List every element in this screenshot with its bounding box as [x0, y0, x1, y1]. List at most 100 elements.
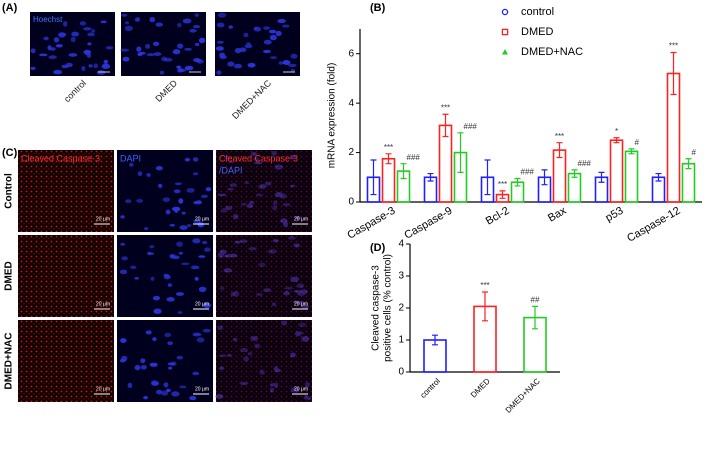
- error-bar: [499, 190, 506, 199]
- legend-marker: [501, 8, 509, 16]
- significance: ###: [578, 159, 592, 168]
- nucleus: [83, 27, 92, 31]
- nucleus: [146, 173, 151, 177]
- nucleus: [100, 20, 107, 24]
- nucleus: [283, 60, 289, 65]
- error-bar: [370, 159, 377, 196]
- nucleus: [179, 225, 188, 230]
- nucleus: [96, 70, 106, 76]
- significance: *: [615, 127, 618, 136]
- nucleus: [189, 28, 197, 33]
- nucleus: [164, 332, 172, 338]
- group-label: DMED+NAC: [230, 78, 273, 121]
- nucleus: [270, 56, 277, 60]
- nucleus: [174, 182, 182, 186]
- nucleus: [119, 269, 128, 275]
- nucleus: [150, 276, 155, 281]
- nucleus: [87, 42, 92, 46]
- nucleus: [30, 66, 36, 71]
- nucleus: [159, 70, 165, 75]
- nucleus: [101, 63, 111, 69]
- nucleus: [83, 49, 91, 56]
- nucleus: [137, 171, 143, 177]
- scale-label: 20 μm: [96, 386, 110, 392]
- nucleus: [193, 219, 201, 224]
- nucleus: [169, 223, 176, 227]
- scale-label: 20 μm: [195, 301, 209, 307]
- y-axis-title: mRNA expression (fold): [327, 63, 338, 169]
- significance: ###: [464, 122, 478, 131]
- nucleus: [184, 47, 193, 51]
- bar: [609, 139, 624, 203]
- nucleus: [198, 255, 206, 258]
- nucleus: [87, 32, 95, 37]
- nucleus: [194, 277, 199, 281]
- nucleus: [121, 13, 128, 17]
- nucleus: [134, 364, 141, 371]
- nucleus: [168, 366, 173, 370]
- nucleus: [88, 64, 93, 68]
- error-bar: [457, 132, 464, 173]
- x-tick-label: Caspase-12: [625, 205, 682, 245]
- nucleus: [262, 26, 270, 30]
- nucleus: [136, 198, 144, 203]
- nucleus: [166, 297, 175, 302]
- nucleus: [68, 53, 78, 57]
- nucleus: [204, 247, 211, 252]
- legend-marker: [501, 28, 509, 36]
- nucleus: [176, 65, 182, 69]
- nucleus: [178, 251, 183, 255]
- nucleus: [39, 53, 48, 57]
- y-tick-label: 4: [348, 98, 354, 109]
- row-label: DMED+NAC: [4, 333, 15, 390]
- nucleus: [175, 292, 185, 296]
- error-bar: [628, 148, 635, 155]
- column-label: Cleaved Caspase-3: [219, 153, 298, 163]
- nucleus: [218, 12, 227, 18]
- nucleus: [161, 390, 169, 396]
- error-bar: [514, 177, 521, 187]
- nucleus: [53, 37, 60, 43]
- bar: [624, 150, 639, 203]
- scale-label: 20 μm: [96, 216, 110, 222]
- x-tick-label: control: [419, 376, 443, 400]
- nucleus: [173, 189, 181, 194]
- nucleus: [155, 389, 163, 395]
- nucleus: [143, 395, 149, 400]
- nucleus: [71, 31, 79, 37]
- column-label: /DAPI: [219, 165, 243, 175]
- scale-label: 20 μm: [294, 386, 308, 392]
- nucleus: [55, 44, 63, 48]
- error-bar: [482, 291, 488, 322]
- nucleus: [176, 241, 183, 247]
- row-label: DMED: [4, 261, 15, 290]
- legend-label: control: [521, 6, 554, 18]
- legend-label: DMED+NAC: [521, 46, 583, 58]
- significance: #: [635, 138, 640, 147]
- y-tick-label: 0: [398, 367, 404, 378]
- nucleus: [136, 46, 142, 52]
- nucleus: [129, 162, 134, 167]
- nucleus: [182, 18, 192, 24]
- nucleus: [216, 70, 222, 75]
- bar: [681, 162, 696, 203]
- nucleus: [169, 254, 176, 259]
- nucleus: [134, 276, 139, 280]
- nucleus: [121, 256, 128, 261]
- nucleus: [137, 52, 143, 57]
- nucleus: [162, 197, 171, 202]
- nucleus: [275, 30, 282, 37]
- micrograph: [18, 320, 114, 402]
- nucleus: [192, 238, 201, 244]
- nucleus: [263, 39, 272, 45]
- nucleus: [205, 187, 212, 192]
- nucleus: [140, 364, 147, 370]
- significance: ##: [531, 296, 540, 305]
- overlay: [216, 235, 312, 317]
- column-label: Cleaved Caspase-3: [21, 153, 100, 163]
- nucleus: [262, 49, 272, 54]
- nucleus: [192, 371, 200, 376]
- panel-label: (A): [2, 2, 18, 14]
- scale-label: 20 μm: [294, 301, 308, 307]
- significance: ***: [498, 180, 507, 189]
